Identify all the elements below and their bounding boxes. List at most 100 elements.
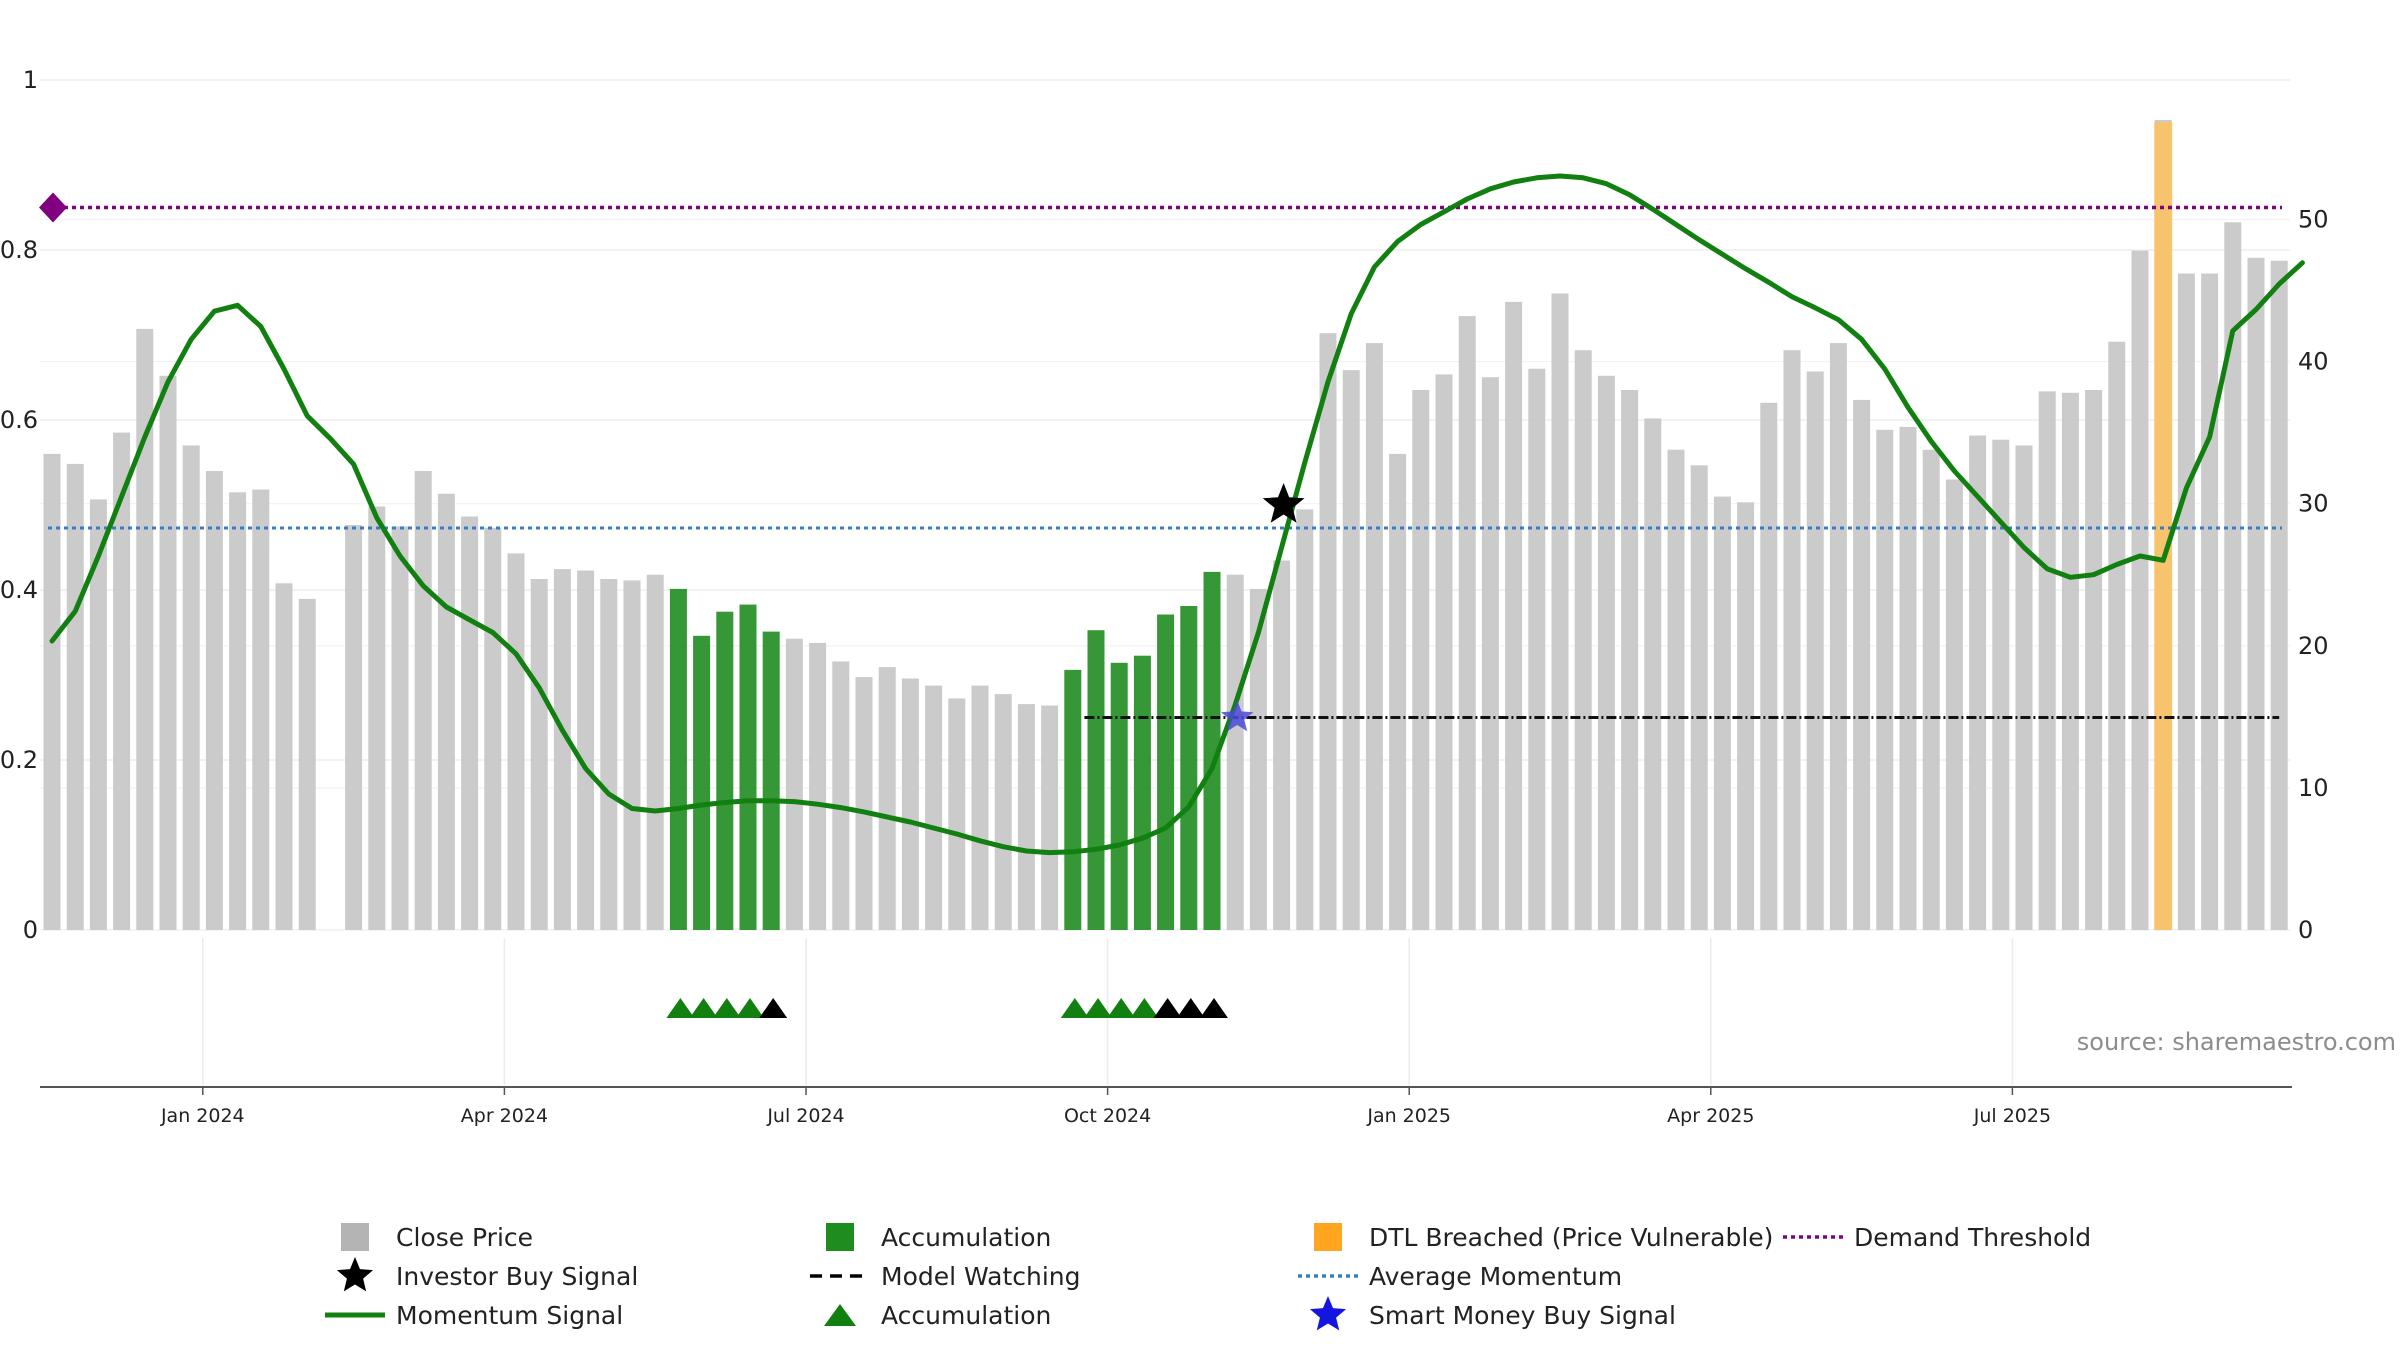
accumulation-bar	[1133, 655, 1151, 930]
close-price-bar	[832, 661, 850, 930]
close-price-bar	[1899, 426, 1917, 930]
close-price-bar	[1412, 390, 1430, 930]
close-price-bar	[2247, 257, 2265, 930]
x-tick-label: Oct 2024	[1064, 1105, 1151, 1127]
close-price-bar	[43, 453, 61, 930]
legend-triangle-icon	[824, 1304, 856, 1326]
momentum-signal-line	[49, 173, 2305, 856]
close-price-bar	[1713, 496, 1731, 930]
legend-square-icon	[1314, 1223, 1342, 1251]
close-price-bar	[275, 583, 293, 930]
close-price-bar	[1783, 350, 1801, 930]
legend-item: Accumulation	[826, 1223, 1051, 1252]
x-tick-label: Apr 2025	[1667, 1105, 1754, 1127]
legend-label: Investor Buy Signal	[396, 1262, 638, 1291]
close-price-bar	[1528, 368, 1546, 930]
legend-label: Demand Threshold	[1854, 1223, 2091, 1252]
close-price-bar	[1574, 350, 1592, 930]
accumulation-triangle	[1200, 998, 1228, 1018]
accumulation-triangle	[1107, 998, 1136, 1018]
legend-item: Demand Threshold	[1783, 1223, 2091, 1252]
close-price-bar	[646, 574, 664, 930]
close-price-bar	[2038, 391, 2056, 930]
close-price-bar	[994, 694, 1012, 930]
legend-item: Average Momentum	[1298, 1262, 1622, 1291]
accumulation-triangle	[759, 998, 788, 1018]
legend-label: Smart Money Buy Signal	[1369, 1301, 1676, 1330]
close-price-bar	[2061, 392, 2079, 930]
y-tick-label-left: 1	[23, 66, 38, 94]
close-price-bar	[229, 492, 247, 930]
close-price-bar	[391, 526, 409, 930]
x-tick-label: Jul 2025	[1973, 1105, 2051, 1127]
accumulation-bar	[1180, 606, 1198, 930]
accumulation-bar	[1087, 630, 1105, 930]
legend-label: DTL Breached (Price Vulnerable)	[1369, 1223, 1773, 1252]
legend: Close Price Investor Buy Signal Momentum S…	[325, 1223, 2091, 1331]
close-price-bar	[2177, 273, 2195, 930]
close-price-bar	[1806, 371, 1824, 930]
accumulation-bar	[1203, 571, 1221, 930]
close-price-bar	[855, 677, 873, 930]
legend-item: Close Price	[341, 1223, 533, 1252]
legend-label: Accumulation	[881, 1301, 1051, 1330]
close-price-bar	[2108, 341, 2126, 930]
close-price-bar	[1667, 449, 1685, 930]
close-price-bar	[1458, 316, 1476, 931]
close-price-bar	[1041, 705, 1059, 930]
legend-label: Model Watching	[881, 1262, 1081, 1291]
legend-item: DTL Breached (Price Vulnerable)	[1314, 1223, 1773, 1252]
close-price-bar	[577, 570, 595, 930]
y-tick-label-left: 0.8	[0, 236, 38, 264]
y-tick-label-right: 10	[2298, 774, 2329, 802]
legend-star-icon	[336, 1257, 374, 1292]
accumulation-bar	[739, 604, 757, 930]
source-label: source: sharemaestro.com	[2077, 1028, 2396, 1056]
accumulation-triangle	[1153, 998, 1182, 1018]
close-price-bar	[1597, 375, 1615, 930]
y-tick-label-left: 0.2	[0, 746, 38, 774]
y-tick-label-right: 30	[2298, 490, 2329, 518]
accumulation-bar	[1157, 614, 1175, 930]
close-price-bar	[1945, 479, 1963, 930]
accumulation-triangle	[1084, 998, 1112, 1018]
accumulation-triangle	[1130, 998, 1159, 1018]
close-price-bar	[1389, 453, 1407, 930]
accumulation-triangle	[689, 998, 718, 1018]
accumulation-triangle	[1176, 998, 1205, 1018]
accumulation-triangle	[736, 998, 764, 1018]
close-price-bar	[1481, 377, 1499, 930]
close-price-bar	[948, 698, 966, 930]
price-bars	[43, 120, 2288, 931]
close-price-bar	[1992, 439, 2010, 930]
legend-label: Accumulation	[881, 1223, 1051, 1252]
close-price-bar	[2201, 273, 2219, 930]
close-price-bar	[1690, 465, 1708, 930]
close-price-bar	[809, 642, 827, 930]
close-price-bar	[553, 569, 571, 930]
legend-item: Investor Buy Signal	[336, 1257, 638, 1292]
close-price-bar	[89, 499, 107, 930]
accumulation-triangle	[1060, 998, 1089, 1018]
close-price-bar	[484, 527, 502, 930]
investor-buy-star-icon	[1262, 483, 1305, 523]
close-price-bar	[1342, 370, 1360, 931]
legend-item: Smart Money Buy Signal	[1309, 1296, 1676, 1331]
close-price-bar	[1876, 429, 1894, 930]
accumulation-triangles	[666, 998, 1228, 1018]
close-price-bar	[2015, 445, 2033, 930]
accumulation-triangle	[712, 998, 741, 1018]
y-tick-label-right: 20	[2298, 632, 2329, 660]
close-price-bar	[113, 432, 131, 930]
accumulation-bar	[716, 611, 734, 930]
y-tick-label-right: 50	[2298, 205, 2329, 233]
legend-item: Momentum Signal	[325, 1301, 623, 1330]
accumulation-bar	[1110, 662, 1128, 930]
close-price-bar	[1273, 560, 1291, 930]
close-price-bar	[1551, 293, 1569, 930]
close-price-bar	[461, 516, 479, 930]
close-price-bar	[1922, 449, 1940, 930]
accumulation-triangle	[666, 998, 695, 1018]
close-price-bar	[1365, 343, 1383, 931]
close-price-bar	[368, 506, 386, 930]
